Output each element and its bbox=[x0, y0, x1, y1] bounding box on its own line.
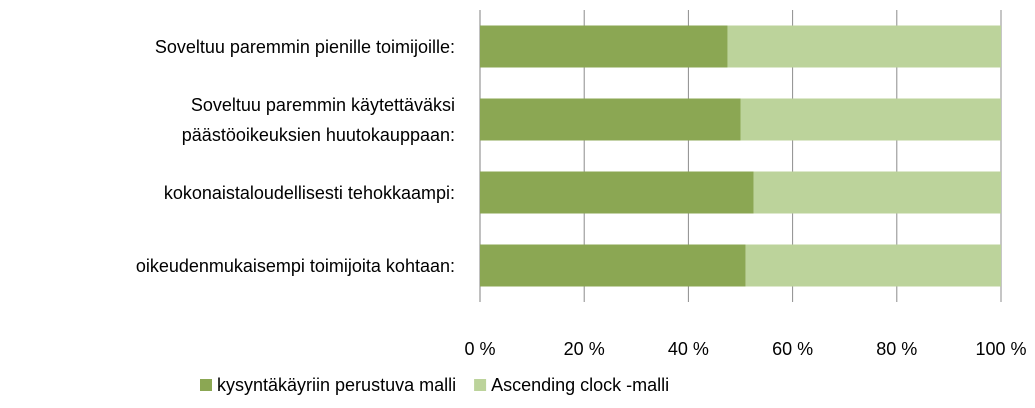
category-label: Soveltuu paremmin käytettäväksi päästöoi… bbox=[181, 94, 455, 145]
bar-segment bbox=[740, 98, 1001, 141]
x-tick-label: 100 % bbox=[975, 339, 1026, 359]
category-label: Soveltuu paremmin pienille toimijoille: bbox=[154, 36, 455, 57]
x-tick-label: 60 % bbox=[772, 339, 813, 359]
x-tick-label: 80 % bbox=[876, 339, 917, 359]
x-tick-label: 40 % bbox=[668, 339, 709, 359]
bar-segment bbox=[753, 171, 1001, 214]
bar-segment bbox=[745, 244, 1001, 287]
category-label: oikeudenmukaisempi toimijoita kohtaan: bbox=[135, 255, 455, 276]
bar-segment bbox=[480, 244, 746, 287]
x-tick-label: 20 % bbox=[564, 339, 605, 359]
legend-label: Ascending clock -malli bbox=[491, 375, 669, 395]
legend-swatch bbox=[200, 379, 212, 391]
legend-label: kysyntäkäyriin perustuva malli bbox=[217, 375, 456, 395]
bar-segment bbox=[727, 25, 1001, 68]
x-tick-label: 0 % bbox=[464, 339, 495, 359]
category-label: kokonaistaloudellisesti tehokkaampi: bbox=[163, 182, 455, 203]
legend-swatch bbox=[474, 379, 487, 391]
bar-segment bbox=[480, 25, 728, 68]
bar-segment bbox=[480, 171, 754, 214]
bar-segment bbox=[480, 98, 741, 141]
